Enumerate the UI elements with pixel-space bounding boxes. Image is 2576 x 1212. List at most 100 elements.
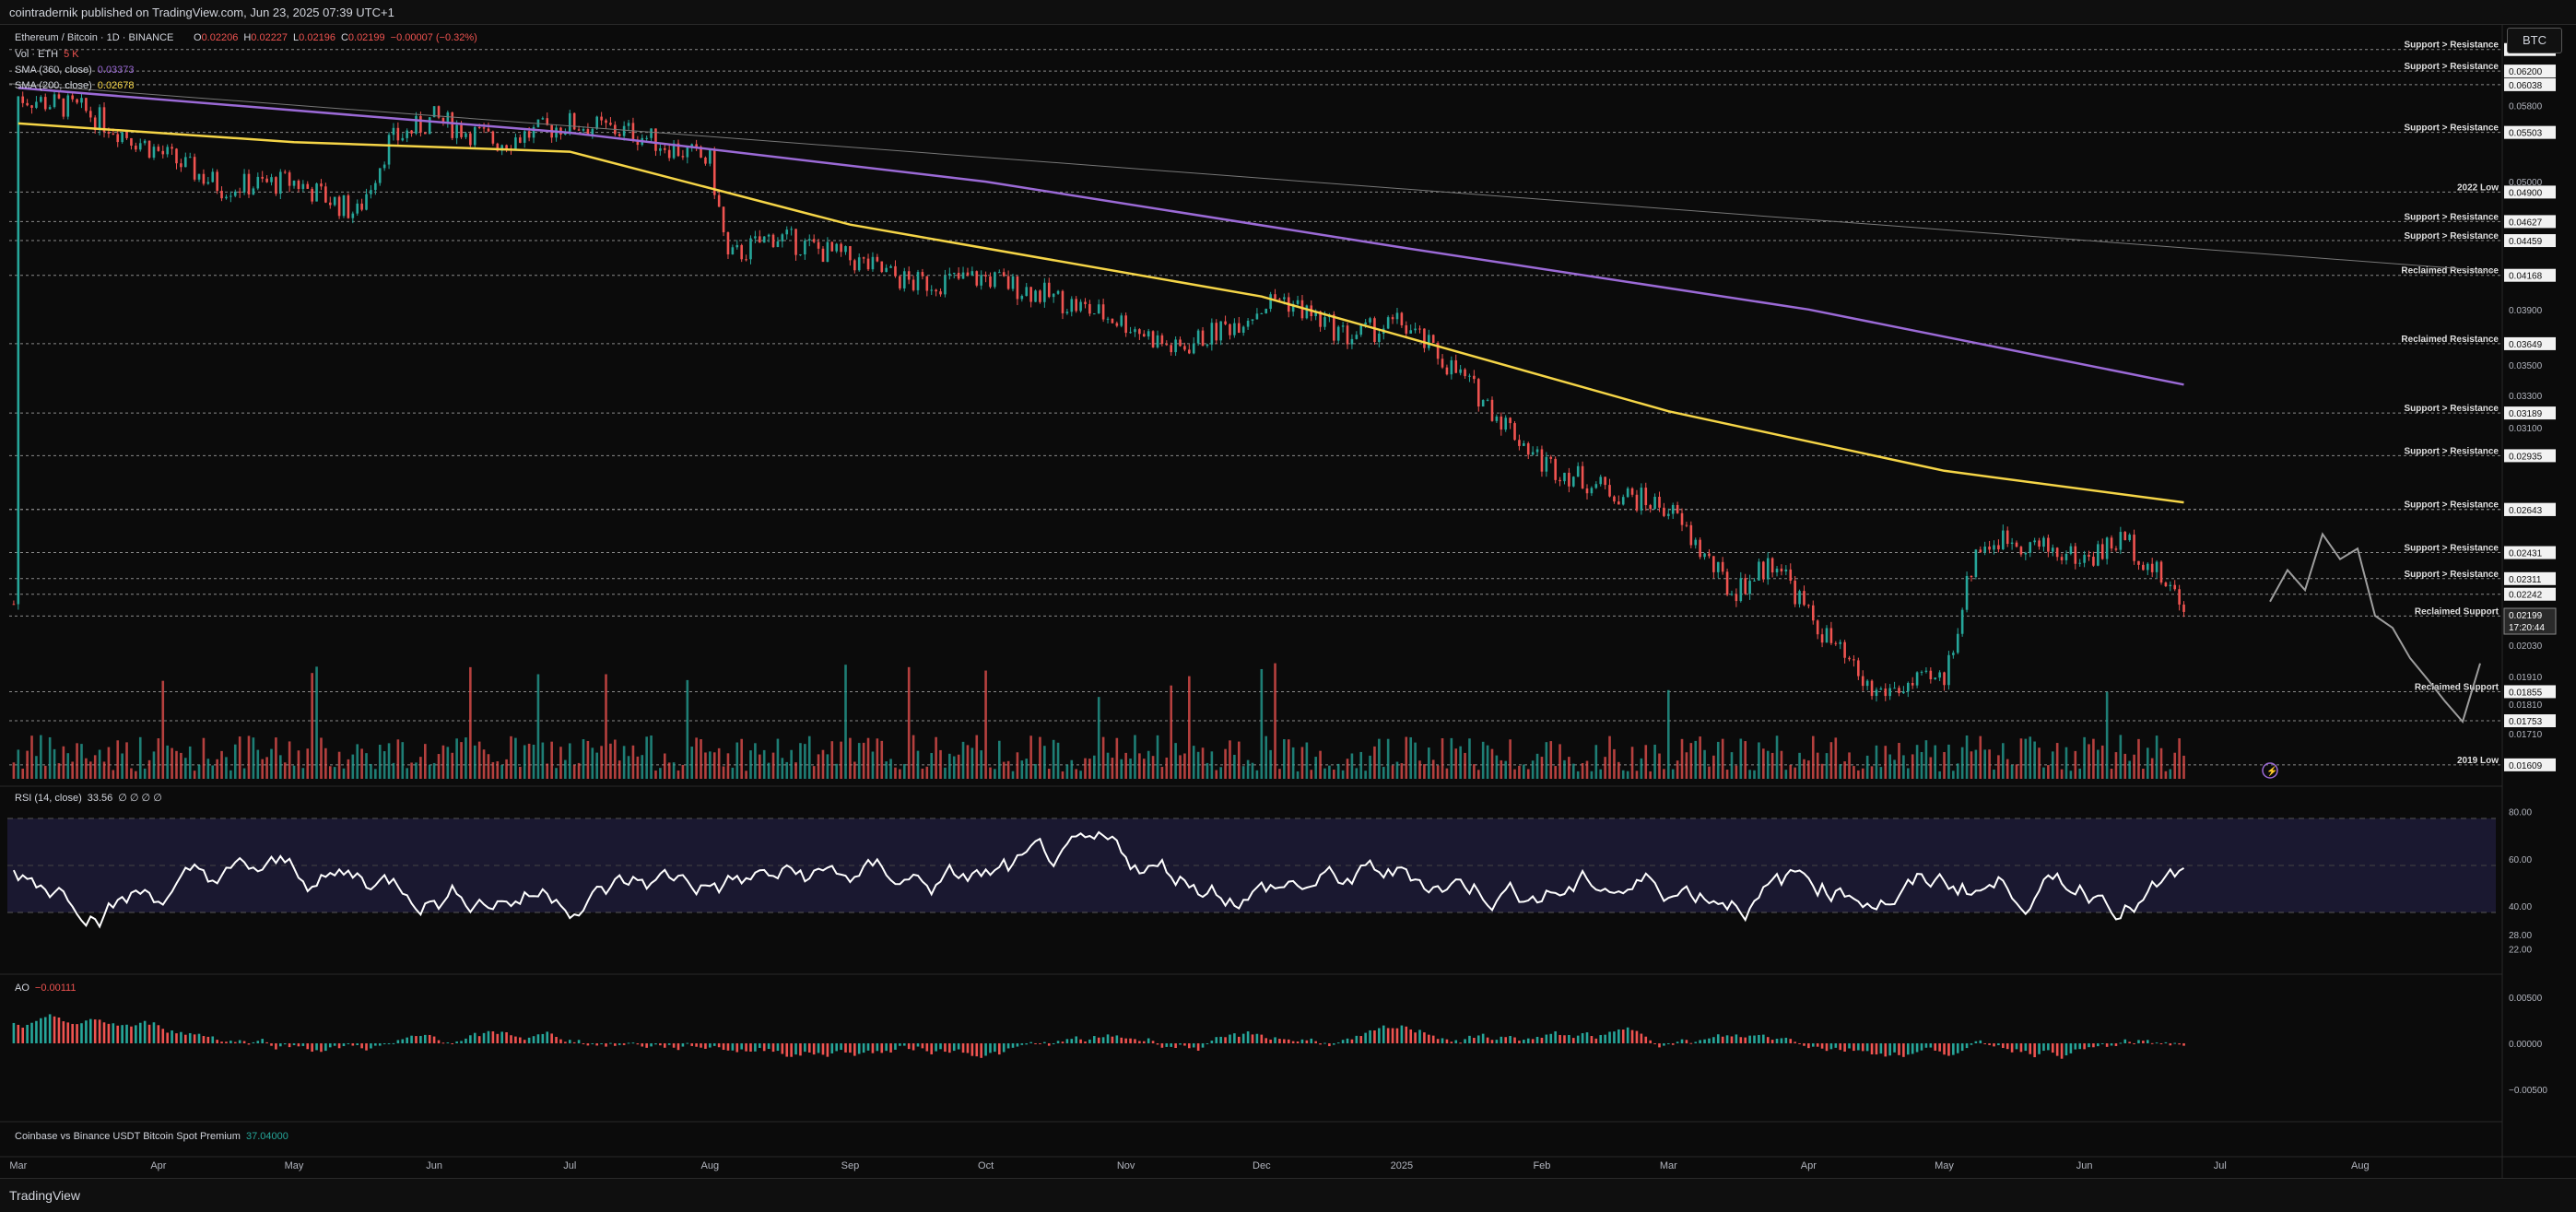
candle-body [568,112,571,133]
ao-bar [1274,1037,1276,1043]
candle-body [1576,465,1580,477]
ao-bar [2159,1043,2163,1044]
volume-bar [2088,744,2090,779]
candle-body [745,259,747,261]
volume-bar [311,673,313,779]
volume-bar [2042,767,2045,779]
candle-body [997,272,1001,274]
volume-bar [1229,740,1231,779]
candle-body [1879,688,1883,690]
candle-body [1671,504,1675,514]
ao-bar [641,1043,644,1047]
ohlc-open-value: 0.02206 [202,32,239,43]
ao-bar [1115,1035,1119,1043]
volume-bar [1206,762,1209,779]
ao-bar [930,1043,934,1054]
candle-body [1816,620,1819,635]
candle-body [2019,547,2023,555]
volume-bar [180,752,182,779]
candle-body [514,137,517,150]
candle-body [804,240,806,255]
ao-bar [527,1037,531,1043]
candle-body [1056,290,1060,294]
volume-bar [1807,760,1810,779]
volume-bar [43,765,47,779]
ao-bar [171,1030,173,1043]
ao-bar [676,1043,680,1051]
volume-bar [1839,764,1842,779]
candle-body [1423,328,1426,348]
candle-body [233,191,237,196]
tradingview-logo[interactable]: TradingView [9,1188,81,1203]
price-tag [2504,502,2556,516]
volume-bar [885,761,888,779]
alert-icon[interactable]: ⚡ [2262,762,2278,779]
candle-body [762,236,766,243]
ao-bar [337,1043,341,1049]
ao-bar [650,1043,653,1047]
currency-badge[interactable]: BTC [2507,28,2562,53]
ao-bar [147,1024,151,1043]
volume-bar [12,762,16,779]
ao-bar [1789,1039,1793,1043]
volume-bar [1088,759,1091,779]
ao-bar [351,1043,355,1046]
candle-body [672,143,676,159]
candle-body [663,147,666,150]
volume-bar [975,735,979,779]
time-tick: Jul [2214,1160,2227,1171]
ao-bar [12,1022,16,1043]
candle-body [1649,505,1652,510]
volume-bar [605,674,607,779]
candle-body [1988,547,1991,550]
ao-bar [1025,1043,1029,1045]
volume-bar [876,738,879,779]
ao-bar [378,1043,382,1046]
ao-bar [121,1025,124,1043]
ao-bar [247,1043,251,1045]
level-label: Reclaimed Resistance [2401,335,2499,345]
ao-bar [2133,1043,2135,1044]
candle-body [2097,544,2100,566]
ao-bar [667,1043,671,1045]
candle-body [1979,549,1982,553]
ao-bar [1671,1043,1675,1045]
volume-bar [1748,770,1751,779]
volume-bar [622,746,626,779]
volume-bar [536,674,540,779]
ao-bar [135,1025,137,1043]
volume-bar [2097,749,2100,779]
ao-bar [709,1043,712,1048]
ao-bar [830,1043,834,1053]
volume-bar [572,764,576,779]
ao-bar [107,1023,111,1043]
sma360-label: SMA (360, close) [15,65,92,76]
candle-body [830,241,834,252]
volume-bar [71,761,74,779]
ao-bar [1300,1039,1304,1043]
ao-bar [804,1043,806,1053]
volume-bar [1264,735,1268,779]
candle-body [202,173,206,184]
ao-bar [2038,1043,2041,1054]
volume-bar [1436,765,1440,779]
candle-body [627,123,630,126]
candle-body [130,137,133,147]
candle-body [1034,290,1037,302]
volume-bar [370,763,372,779]
volume-bar [1065,764,1069,779]
legend-symbol: Ethereum / Bitcoin · 1D · BINANCE [15,32,173,43]
volume-bar [193,771,196,779]
ao-bar [1011,1043,1015,1048]
volume-bar [184,758,187,779]
ao-bar [1196,1043,1200,1052]
candle-body [1608,485,1611,497]
candle-body [1079,301,1082,312]
volume-bar [1495,755,1499,779]
ao-bar [428,1034,431,1043]
ao-bar [1902,1043,1905,1057]
candle-body [53,94,56,108]
volume-bar [1794,767,1796,779]
candle-body [1865,680,1869,687]
